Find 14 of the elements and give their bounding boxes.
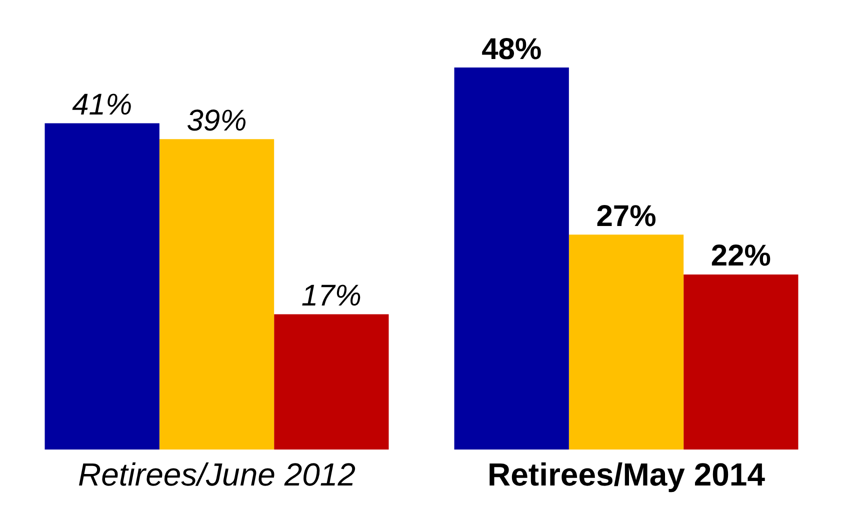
x-tick-label: Retirees/June 2012 [78,456,356,493]
bar [454,67,569,450]
data-label: 27% [596,200,656,233]
data-label: 22% [710,240,771,273]
data-label: 48% [482,32,542,66]
data-label: 17% [301,280,362,313]
bar [684,274,798,450]
data-label: 41% [72,88,132,122]
data-label: 39% [186,104,247,138]
x-tick-label: Retirees/May 2014 [487,456,766,493]
bar [568,234,684,450]
bar [44,123,160,450]
bar [159,139,274,450]
bar [274,314,389,450]
